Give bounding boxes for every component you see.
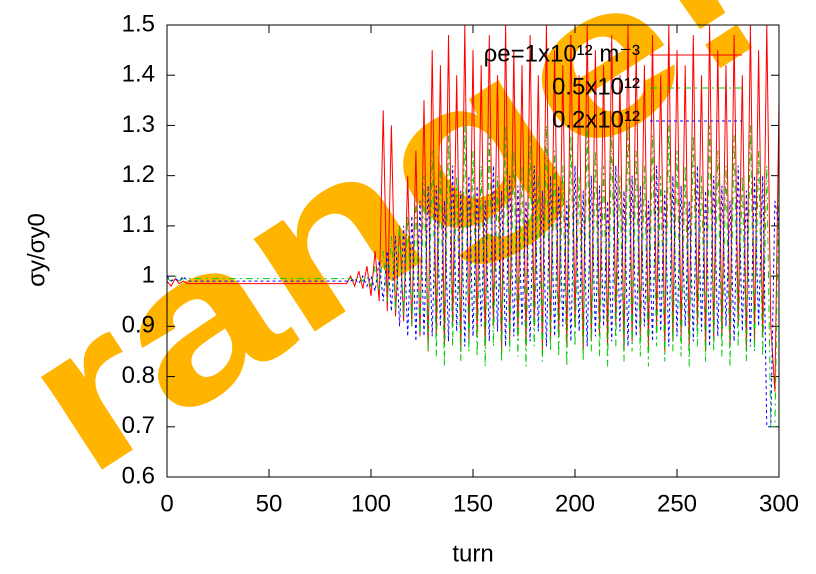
y-tick-label: 0.9 bbox=[122, 312, 155, 339]
x-tick-label: 200 bbox=[555, 490, 595, 517]
y-tick-label: 1.3 bbox=[122, 111, 155, 138]
y-tick-label: 0.7 bbox=[122, 412, 155, 439]
legend-label: 0.2x10¹² bbox=[552, 106, 640, 133]
x-tick-label: 100 bbox=[351, 490, 391, 517]
legend-label: 0.5x10¹² bbox=[552, 73, 640, 100]
y-tick-label: 1.1 bbox=[122, 211, 155, 238]
y-tick-label: 0.6 bbox=[122, 462, 155, 489]
series-line bbox=[166, 24, 780, 392]
x-tick-label: 300 bbox=[759, 490, 799, 517]
y-tick-label: 1.4 bbox=[122, 61, 155, 88]
legend-label: ρe=1x10¹² m⁻³ bbox=[484, 40, 640, 67]
x-tick-label: 150 bbox=[453, 490, 493, 517]
y-tick-label: 1.5 bbox=[122, 10, 155, 37]
series-line bbox=[166, 165, 780, 428]
x-tick-label: 50 bbox=[256, 490, 283, 517]
x-axis-label: turn bbox=[452, 540, 493, 567]
x-tick-label: 250 bbox=[657, 490, 697, 517]
y-axis-label: σy/σy0 bbox=[23, 213, 50, 287]
series-line bbox=[166, 125, 780, 428]
plot-frame bbox=[166, 24, 780, 478]
y-tick-label: 0.8 bbox=[122, 362, 155, 389]
x-tick-label: 0 bbox=[160, 490, 173, 517]
y-tick-label: 1 bbox=[142, 261, 155, 288]
y-tick-label: 1.2 bbox=[122, 161, 155, 188]
